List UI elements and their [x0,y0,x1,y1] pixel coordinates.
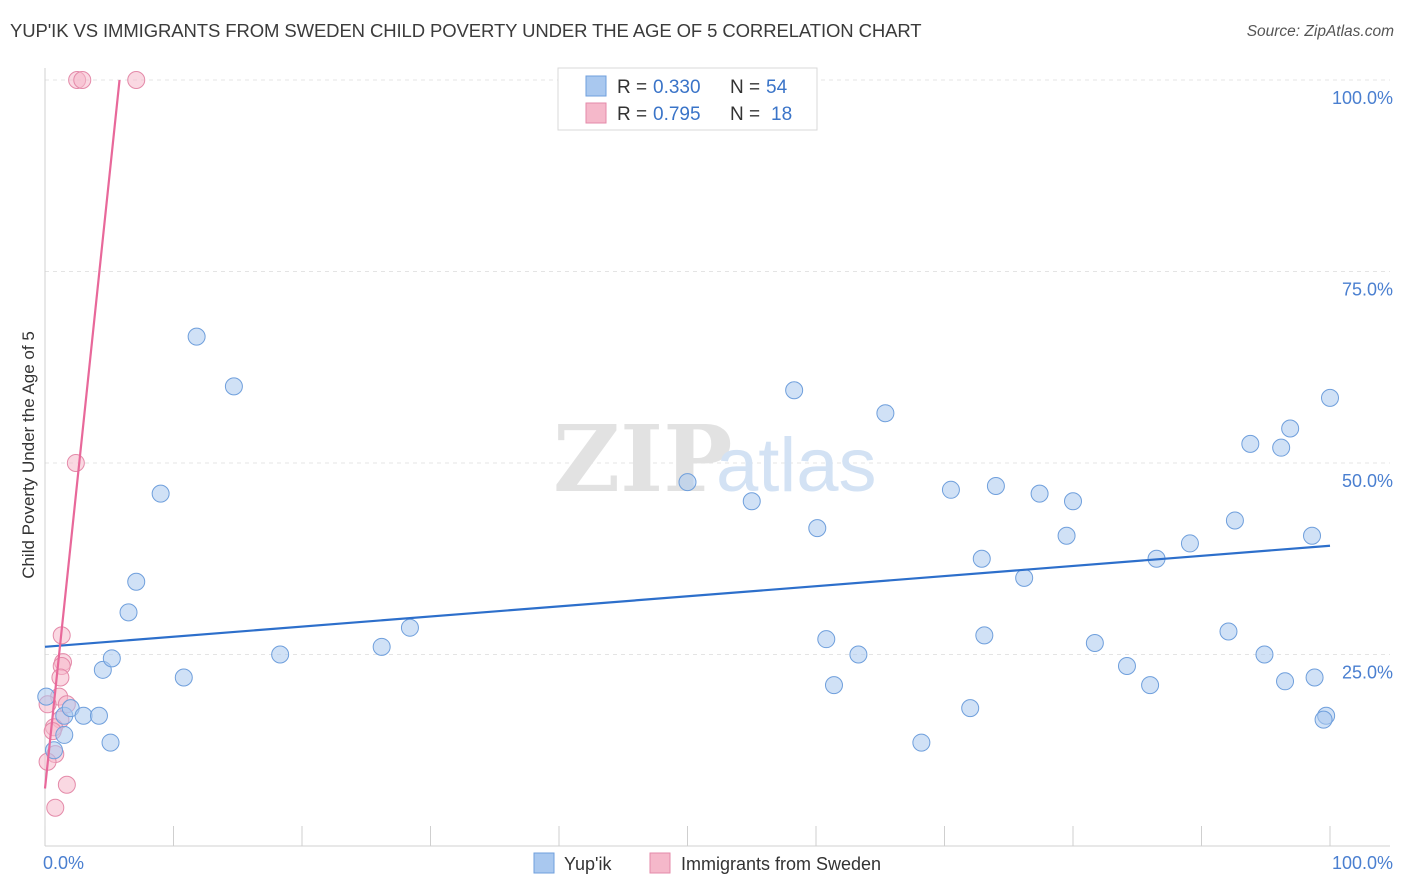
series-sweden-points [38,71,146,817]
yupik-point-12 [151,484,170,503]
x-tick-labels: 0.0% 100.0% [43,853,1393,873]
yupik-trend-line [44,544,1331,648]
sweden-point-2 [127,71,146,89]
watermark: ZIP atlas [553,405,877,513]
sweden-point-1 [73,71,92,89]
sweden-point-3 [66,454,85,472]
yupik-point-20 [742,492,761,511]
legend-n-value-0: 54 [766,77,788,98]
trend-lines [43,79,1331,789]
sweden-point-17 [46,798,65,817]
watermark-atlas: atlas [716,423,877,508]
yupik-point-51 [1321,388,1339,407]
yupik-point-7 [89,706,108,725]
yupik-point-33 [1015,568,1034,587]
yupik-point-30 [972,549,991,568]
legend-n-label-1: N = [730,104,760,125]
yupik-point-46 [1272,438,1291,457]
y-tick-labels: 25.0% 50.0% 75.0% 100.0% [1332,88,1393,683]
yupik-point-26 [876,404,895,423]
y-axis-label: Child Poverty Under the Age of 5 [19,331,38,579]
yupik-point-41 [1180,534,1199,553]
yupik-point-25 [849,645,868,664]
yupik-point-22 [808,519,827,538]
yupik-point-16 [271,645,290,664]
yupik-point-10 [127,572,146,591]
sweden-point-16 [57,775,76,794]
bottom-legend-yupik: Yup'ik [564,854,612,874]
yupik-point-0 [37,687,56,706]
yupik-point-38 [1117,656,1136,675]
axes [44,68,1390,847]
yupik-point-53 [1314,710,1333,729]
legend-r-label-1: R = [617,104,647,125]
y-tick-label-3: 100.0% [1332,88,1393,108]
sweden-trend-line [43,79,121,789]
yupik-point-17 [372,637,391,656]
series-yupik-points [37,327,1339,760]
yupik-point-49 [1303,526,1322,545]
yupik-point-13 [174,668,193,687]
yupik-point-15 [224,377,243,396]
yupik-point-50 [1305,668,1324,687]
yupik-point-48 [1281,419,1300,438]
yupik-point-11 [119,603,138,622]
bottom-legend: Yup'ik Immigrants from Sweden [533,852,881,874]
legend-r-label-0: R = [617,77,647,98]
yupik-point-47 [1276,672,1295,691]
x-tick-label-1: 100.0% [1332,853,1393,873]
legend-n-value-1: 18 [771,104,792,125]
yupik-point-6 [74,706,93,725]
watermark-zip: ZIP [553,405,732,513]
bottom-legend-sweden: Immigrants from Sweden [681,854,881,874]
yupik-point-35 [1057,526,1076,545]
legend-r-value-1: 0.795 [653,104,701,125]
legend-n-label-0: N = [730,77,760,98]
grid-lines [45,79,1390,655]
y-tick-label-0: 25.0% [1342,663,1393,683]
yupik-point-21 [785,381,804,400]
legend-swatch-sweden [585,102,607,124]
yupik-point-29 [961,699,980,718]
yupik-point-34 [1030,484,1049,503]
yupik-point-43 [1225,511,1244,530]
legend-swatch-yupik [585,75,607,97]
x-tick-label-0: 0.0% [43,853,84,873]
yupik-point-39 [1141,676,1160,695]
y-tick-label-1: 50.0% [1342,471,1393,491]
yupik-point-24 [824,676,843,695]
sweden-point-7 [51,668,70,687]
legend-box: R = 0.330 N = 54 R = 0.795 N = 18 [557,67,818,131]
yupik-point-31 [975,626,994,645]
yupik-point-36 [1064,492,1082,511]
yupik-point-23 [817,630,836,649]
yupik-point-28 [941,480,960,499]
bottom-legend-swatch-yupik [533,852,555,874]
y-tick-label-2: 75.0% [1342,280,1393,300]
yupik-point-37 [1085,634,1104,653]
yupik-point-3 [55,725,74,744]
bottom-legend-swatch-sweden [649,852,671,874]
yupik-point-27 [912,733,931,752]
yupik-point-42 [1219,622,1238,641]
yupik-point-8 [102,649,121,668]
yupik-point-19 [678,473,697,492]
yupik-point-32 [986,476,1005,495]
source-label: Source: ZipAtlas.com [1246,23,1394,40]
yupik-point-18 [400,618,419,637]
legend-r-value-0: 0.330 [653,77,701,98]
yupik-point-14 [187,327,206,346]
yupik-point-45 [1255,645,1274,664]
yupik-point-44 [1241,434,1260,453]
yupik-point-9 [101,733,120,752]
chart-title: YUP'IK VS IMMIGRANTS FROM SWEDEN CHILD P… [10,20,922,41]
